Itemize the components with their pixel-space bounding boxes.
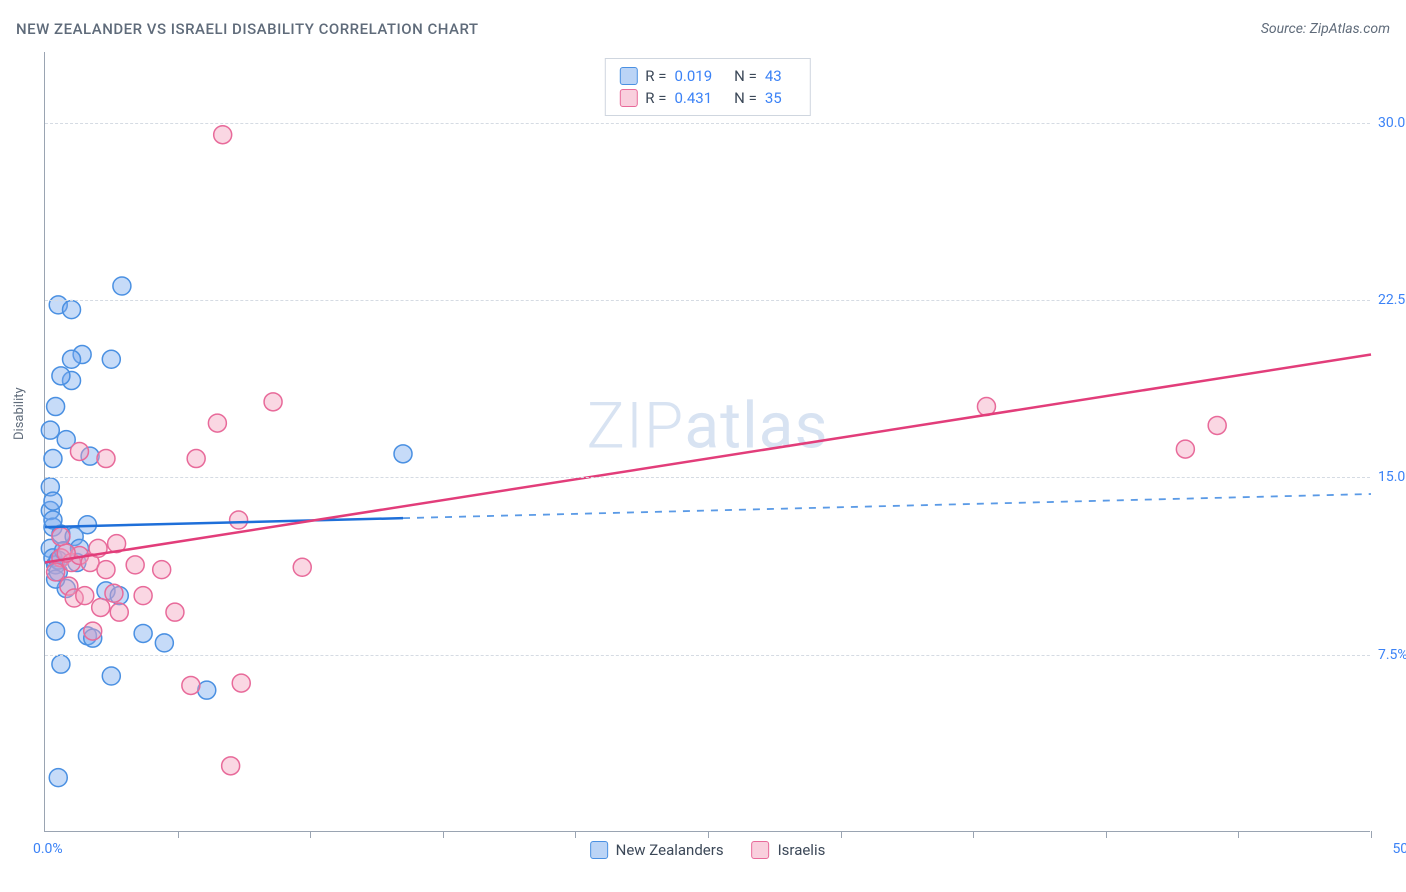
gridline (45, 123, 1370, 124)
scatter-point (182, 676, 200, 694)
x-tick (1371, 831, 1372, 838)
x-tick (178, 831, 179, 838)
chart-source: Source: ZipAtlas.com (1261, 21, 1390, 37)
scatter-point (1208, 416, 1226, 434)
y-tick-label: 30.0% (1378, 115, 1406, 131)
scatter-point (44, 450, 62, 468)
scatter-point (232, 674, 250, 692)
scatter-point (97, 561, 115, 579)
n-value: 35 (765, 89, 782, 107)
swatch-pink-icon (619, 89, 637, 107)
trend-line-dashed (403, 494, 1371, 518)
chart-header: NEW ZEALANDER VS ISRAELI DISABILITY CORR… (16, 20, 1390, 38)
legend-label: Israelis (778, 841, 826, 859)
r-value: 0.019 (674, 67, 712, 85)
chart-plot-area: ZIPatlas R = 0.019 N = 43 R = 0.431 N = … (44, 52, 1370, 832)
x-tick (1238, 831, 1239, 838)
scatter-point (134, 624, 152, 642)
scatter-point (70, 442, 88, 460)
correlation-row: R = 0.431 N = 35 (619, 87, 795, 109)
gridline (45, 300, 1370, 301)
x-tick (575, 831, 576, 838)
scatter-point (264, 393, 282, 411)
correlation-row: R = 0.019 N = 43 (619, 65, 795, 87)
n-label: N = (734, 89, 757, 107)
scatter-point (41, 421, 59, 439)
scatter-point (105, 584, 123, 602)
y-tick-label: 22.5% (1378, 292, 1406, 308)
n-value: 43 (765, 67, 782, 85)
scatter-point (84, 622, 102, 640)
x-tick (310, 831, 311, 838)
scatter-point (1176, 440, 1194, 458)
gridline (45, 477, 1370, 478)
swatch-blue-icon (590, 841, 608, 859)
scatter-point (92, 598, 110, 616)
swatch-blue-icon (619, 67, 637, 85)
scatter-point (126, 556, 144, 574)
scatter-point (102, 350, 120, 368)
x-tick (1106, 831, 1107, 838)
y-axis-label: Disability (12, 387, 27, 440)
scatter-point (47, 563, 65, 581)
scatter-point (153, 561, 171, 579)
scatter-point (134, 587, 152, 605)
r-label: R = (645, 89, 666, 107)
x-tick (973, 831, 974, 838)
scatter-point (208, 414, 226, 432)
x-tick (708, 831, 709, 838)
r-label: R = (645, 67, 666, 85)
legend: New Zealanders Israelis (590, 841, 826, 859)
correlation-box: R = 0.019 N = 43 R = 0.431 N = 35 (604, 58, 810, 116)
scatter-point (102, 667, 120, 685)
gridline (45, 655, 1370, 656)
r-value: 0.431 (674, 89, 712, 107)
scatter-point (166, 603, 184, 621)
legend-item: Israelis (752, 841, 826, 859)
scatter-point (293, 558, 311, 576)
scatter-point (52, 367, 70, 385)
scatter-point (230, 511, 248, 529)
trend-line (45, 518, 403, 527)
x-tick (841, 831, 842, 838)
x-axis-min-label: 0.0% (33, 841, 63, 857)
legend-label: New Zealanders (616, 841, 724, 859)
scatter-point (63, 301, 81, 319)
x-axis-max-label: 50.0% (1392, 841, 1406, 857)
scatter-point (214, 126, 232, 144)
scatter-point (187, 450, 205, 468)
n-label: N = (734, 67, 757, 85)
scatter-point (47, 398, 65, 416)
scatter-point (394, 445, 412, 463)
scatter-point (63, 350, 81, 368)
swatch-pink-icon (752, 841, 770, 859)
scatter-svg (45, 52, 1370, 831)
x-tick (443, 831, 444, 838)
chart-title: NEW ZEALANDER VS ISRAELI DISABILITY CORR… (16, 20, 479, 38)
legend-item: New Zealanders (590, 841, 724, 859)
y-tick-label: 15.0% (1378, 469, 1406, 485)
trend-line (45, 355, 1371, 563)
scatter-point (222, 757, 240, 775)
scatter-point (44, 492, 62, 510)
y-tick-label: 7.5% (1378, 647, 1406, 663)
scatter-point (155, 634, 173, 652)
scatter-point (113, 277, 131, 295)
scatter-point (52, 528, 70, 546)
scatter-point (52, 655, 70, 673)
scatter-point (49, 769, 67, 787)
scatter-point (110, 603, 128, 621)
scatter-point (47, 622, 65, 640)
scatter-point (97, 450, 115, 468)
scatter-point (76, 587, 94, 605)
